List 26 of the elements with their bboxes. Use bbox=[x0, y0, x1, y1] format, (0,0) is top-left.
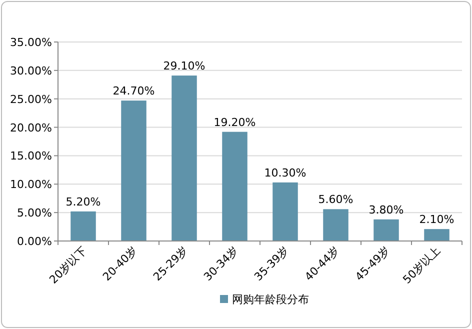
data-label: 2.10% bbox=[419, 213, 454, 226]
y-tick-label: 0.00% bbox=[17, 235, 52, 248]
data-label: 24.70% bbox=[112, 84, 155, 98]
y-tick-label: 10.00% bbox=[10, 178, 52, 192]
data-label: 5.60% bbox=[318, 193, 354, 206]
bar bbox=[323, 209, 348, 241]
x-tick-label: 50岁以上 bbox=[400, 244, 443, 286]
y-tick-label: 5.00% bbox=[17, 206, 52, 220]
bar bbox=[172, 76, 197, 241]
bar bbox=[222, 132, 248, 241]
data-label: 19.20% bbox=[214, 116, 256, 129]
y-tick-label: 15.00% bbox=[10, 150, 52, 163]
legend-label: 网购年龄段分布 bbox=[232, 293, 309, 306]
bar bbox=[374, 219, 399, 241]
data-label: 29.10% bbox=[163, 60, 206, 73]
y-tick-label: 35.00% bbox=[10, 36, 52, 49]
data-label: 5.20% bbox=[66, 195, 101, 208]
bar bbox=[272, 182, 298, 241]
y-tick-label: 30.00% bbox=[10, 64, 52, 78]
y-tick-label: 25.00% bbox=[10, 92, 52, 106]
bar bbox=[424, 229, 450, 241]
data-label: 3.80% bbox=[368, 203, 404, 216]
bar bbox=[70, 211, 96, 241]
data-label: 10.30% bbox=[264, 166, 306, 180]
y-tick-label: 20.00% bbox=[10, 121, 52, 134]
bar bbox=[121, 100, 146, 241]
